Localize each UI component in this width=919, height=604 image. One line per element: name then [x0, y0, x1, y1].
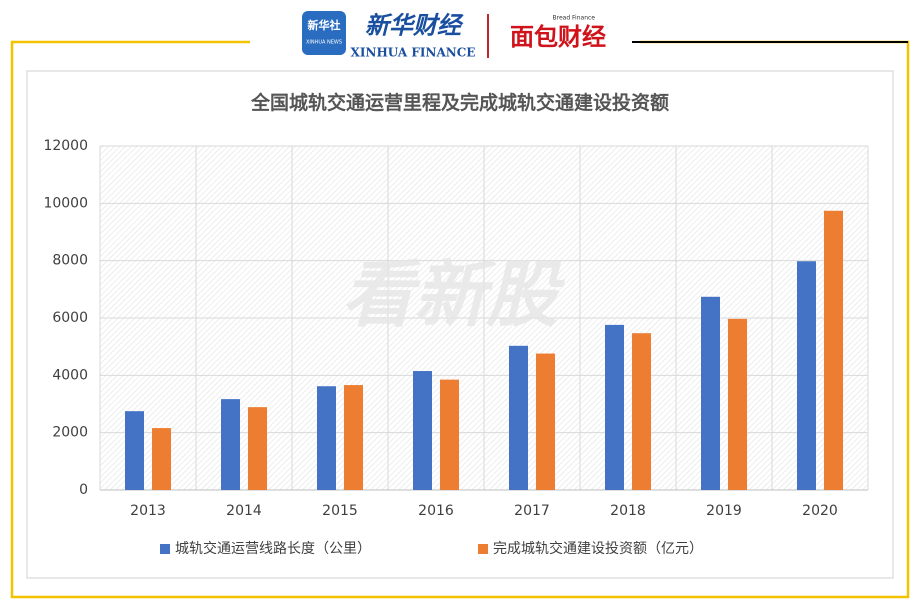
- partner-en: Bread Finance: [553, 15, 596, 22]
- x-tick-label: 2019: [706, 503, 742, 519]
- legend-label: 完成城轨交通建设投资额（亿元）: [493, 540, 703, 557]
- bar: [797, 261, 816, 490]
- bar: [536, 353, 555, 490]
- y-tick-label: 4000: [52, 367, 88, 383]
- brand-en: XINHUA FINANCE: [351, 46, 476, 60]
- x-tick-label: 2018: [610, 503, 646, 519]
- x-tick-label: 2013: [130, 503, 166, 519]
- x-tick-label: 2014: [226, 503, 262, 519]
- y-tick-label: 2000: [52, 425, 88, 441]
- bar: [605, 324, 624, 490]
- bar: [509, 345, 528, 490]
- y-tick-label: 0: [79, 482, 88, 498]
- bar: [701, 296, 720, 490]
- badge: [302, 11, 346, 55]
- watermark: 看新股: [342, 253, 565, 337]
- chart-title: 全国城轨交通运营里程及完成城轨交通建设投资额: [250, 91, 669, 114]
- bar: [728, 318, 747, 490]
- x-tick-label: 2017: [514, 503, 550, 519]
- bar: [632, 333, 651, 490]
- bar: [248, 407, 267, 490]
- y-tick-label: 8000: [52, 253, 88, 269]
- brand-cn: 新华财经: [365, 11, 464, 40]
- marks: 城轨交通运营线路长度（公里） 完成城轨交通建设投资额（亿元）: [125, 210, 843, 557]
- partner-cn: 面包财经: [510, 23, 606, 51]
- x-tick-label: 2016: [418, 503, 454, 519]
- badge-en: XINHUA NEWS: [306, 40, 342, 46]
- y-tick-label: 6000: [52, 310, 88, 326]
- bar: [317, 386, 336, 490]
- badge-cn: 新华社: [308, 18, 341, 32]
- bar: [221, 399, 240, 490]
- bar: [413, 371, 432, 490]
- bar: [824, 210, 843, 490]
- bar: [152, 428, 171, 490]
- legend-swatch: [478, 544, 488, 554]
- bar: [344, 385, 363, 490]
- bar: [125, 411, 144, 490]
- y-tick-label: 10000: [43, 195, 88, 211]
- x-tick-label: 2015: [322, 503, 358, 519]
- bar: [440, 379, 459, 490]
- legend-label: 城轨交通运营线路长度（公里）: [175, 540, 371, 557]
- y-tick-label: 12000: [43, 138, 88, 154]
- legend-swatch: [160, 544, 170, 554]
- x-tick-label: 2020: [802, 503, 838, 519]
